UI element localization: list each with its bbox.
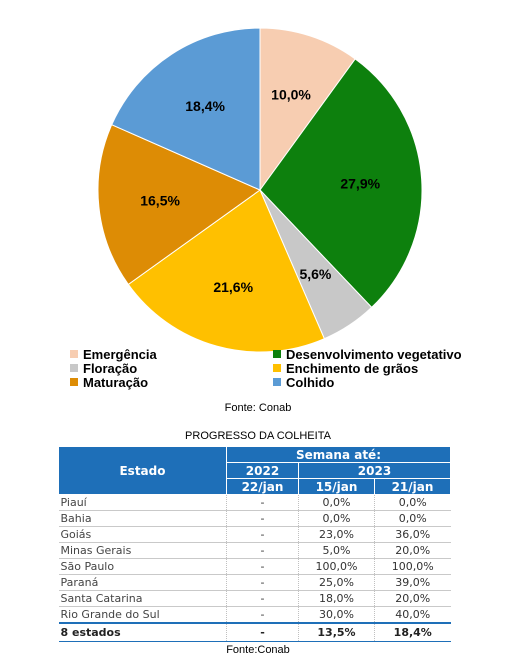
table-row: Paraná -25,0% 39,0% bbox=[58, 574, 451, 591]
cell-value: 39,0% bbox=[373, 574, 451, 591]
cell-estado: Minas Gerais bbox=[58, 542, 227, 559]
legend-swatch bbox=[70, 350, 78, 358]
cell-estado: 8 estados bbox=[58, 622, 227, 642]
cell-value: 18,4% bbox=[373, 622, 451, 642]
cell-estado: Goiás bbox=[58, 526, 227, 543]
cell-value: - bbox=[226, 606, 299, 624]
table-row: Piauí -0,0% 0,0% bbox=[58, 494, 451, 511]
pie-chart: 10,0% 27,9% 5,6% 21,6% 16,5% 18,4% bbox=[97, 27, 423, 353]
cell-value: 13,5% bbox=[298, 622, 375, 642]
header-estado: Estado bbox=[58, 446, 227, 495]
legend-label: Enchimento de grãos bbox=[286, 361, 419, 376]
table-row: Goiás -23,0% 36,0% bbox=[58, 526, 451, 543]
cell-value: 25,0% bbox=[298, 574, 375, 591]
cell-value: - bbox=[226, 590, 299, 607]
header-date: 15/jan bbox=[298, 478, 375, 495]
pie-value-label: 5,6% bbox=[299, 266, 331, 282]
cell-value: 20,0% bbox=[373, 542, 451, 559]
cell-value: 20,0% bbox=[373, 590, 451, 607]
legend-label: Emergência bbox=[83, 347, 157, 362]
pie-slice bbox=[97, 124, 262, 286]
cell-value: 5,0% bbox=[298, 542, 375, 559]
cell-value: 0,0% bbox=[298, 494, 375, 511]
pie-value-label: 18,4% bbox=[185, 98, 225, 114]
cell-value: 30,0% bbox=[298, 606, 375, 624]
cell-value: 18,0% bbox=[298, 590, 375, 607]
chart-source: Fonte: Conab bbox=[224, 402, 292, 414]
legend-label: Colhido bbox=[286, 375, 335, 390]
cell-value: 40,0% bbox=[373, 606, 451, 624]
cell-value: 100,0% bbox=[373, 558, 451, 575]
legend-item-colhido: Colhido bbox=[273, 375, 334, 390]
cell-estado: Santa Catarina bbox=[58, 590, 227, 607]
cell-value: 0,0% bbox=[373, 494, 451, 511]
pie-value-label: 16,5% bbox=[140, 192, 180, 208]
legend-label: Floração bbox=[83, 361, 138, 376]
legend-swatch bbox=[70, 378, 78, 386]
legend-item-floracao: Floração bbox=[70, 361, 137, 376]
cell-estado: São Paulo bbox=[58, 558, 227, 575]
legend-item-desenvolvimento: Desenvolvimento vegetativo bbox=[273, 347, 462, 362]
legend-swatch bbox=[273, 364, 281, 372]
legend-swatch bbox=[273, 350, 281, 358]
header-date: 22/jan bbox=[226, 478, 299, 495]
header-year: 2023 bbox=[297, 462, 452, 479]
pie-value-label: 21,6% bbox=[213, 279, 253, 295]
cell-estado: Paraná bbox=[58, 574, 227, 591]
table-row: Rio Grande do Sul -30,0% 40,0% bbox=[58, 606, 451, 624]
legend-swatch bbox=[70, 364, 78, 372]
legend-item-maturacao: Maturação bbox=[70, 375, 148, 390]
pie-value-label: 27,9% bbox=[340, 175, 380, 191]
cell-estado: Rio Grande do Sul bbox=[58, 606, 227, 624]
cell-value: 100,0% bbox=[298, 558, 375, 575]
table-total-row: 8 estados -13,5% 18,4% bbox=[58, 622, 451, 642]
pie-slice bbox=[127, 189, 325, 353]
table-row: Santa Catarina -18,0% 20,0% bbox=[58, 590, 451, 607]
cell-value: - bbox=[226, 542, 299, 559]
harvest-progress-table: Estado Semana até: 2022 2023 22/jan 15/j… bbox=[58, 446, 452, 642]
pie-slice bbox=[111, 27, 261, 191]
header-date: 21/jan bbox=[373, 478, 452, 495]
legend-label: Maturação bbox=[83, 375, 149, 390]
table-source: Fonte:Conab bbox=[226, 644, 290, 656]
legend-item-emergencia: Emergência bbox=[70, 347, 157, 362]
header-semana: Semana até: bbox=[225, 446, 452, 463]
table-row: São Paulo -100,0% 100,0% bbox=[58, 558, 451, 575]
pie-slice bbox=[259, 27, 356, 192]
cell-value: - bbox=[226, 526, 299, 543]
legend-swatch bbox=[273, 378, 281, 386]
cell-value: - bbox=[226, 574, 299, 591]
cell-value: - bbox=[226, 622, 299, 642]
cell-value: 36,0% bbox=[373, 526, 451, 543]
cell-value: - bbox=[226, 494, 299, 511]
legend-label: Desenvolvimento vegetativo bbox=[286, 347, 462, 362]
table-row: Bahia -0,0% 0,0% bbox=[58, 510, 451, 527]
legend-item-enchimento: Enchimento de grãos bbox=[273, 361, 418, 376]
cell-value: 0,0% bbox=[298, 510, 375, 527]
cell-value: - bbox=[226, 510, 299, 527]
cell-estado: Piauí bbox=[58, 494, 227, 511]
table-row: Minas Gerais -5,0% 20,0% bbox=[58, 542, 451, 559]
cell-value: - bbox=[226, 558, 299, 575]
cell-estado: Bahia bbox=[58, 510, 227, 527]
pie-value-label: 10,0% bbox=[271, 86, 311, 102]
cell-value: 23,0% bbox=[298, 526, 375, 543]
header-year: 2022 bbox=[226, 462, 299, 479]
cell-value: 0,0% bbox=[373, 510, 451, 527]
table-title: PROGRESSO DA COLHEITA bbox=[185, 430, 331, 442]
pie-slice bbox=[259, 58, 423, 309]
